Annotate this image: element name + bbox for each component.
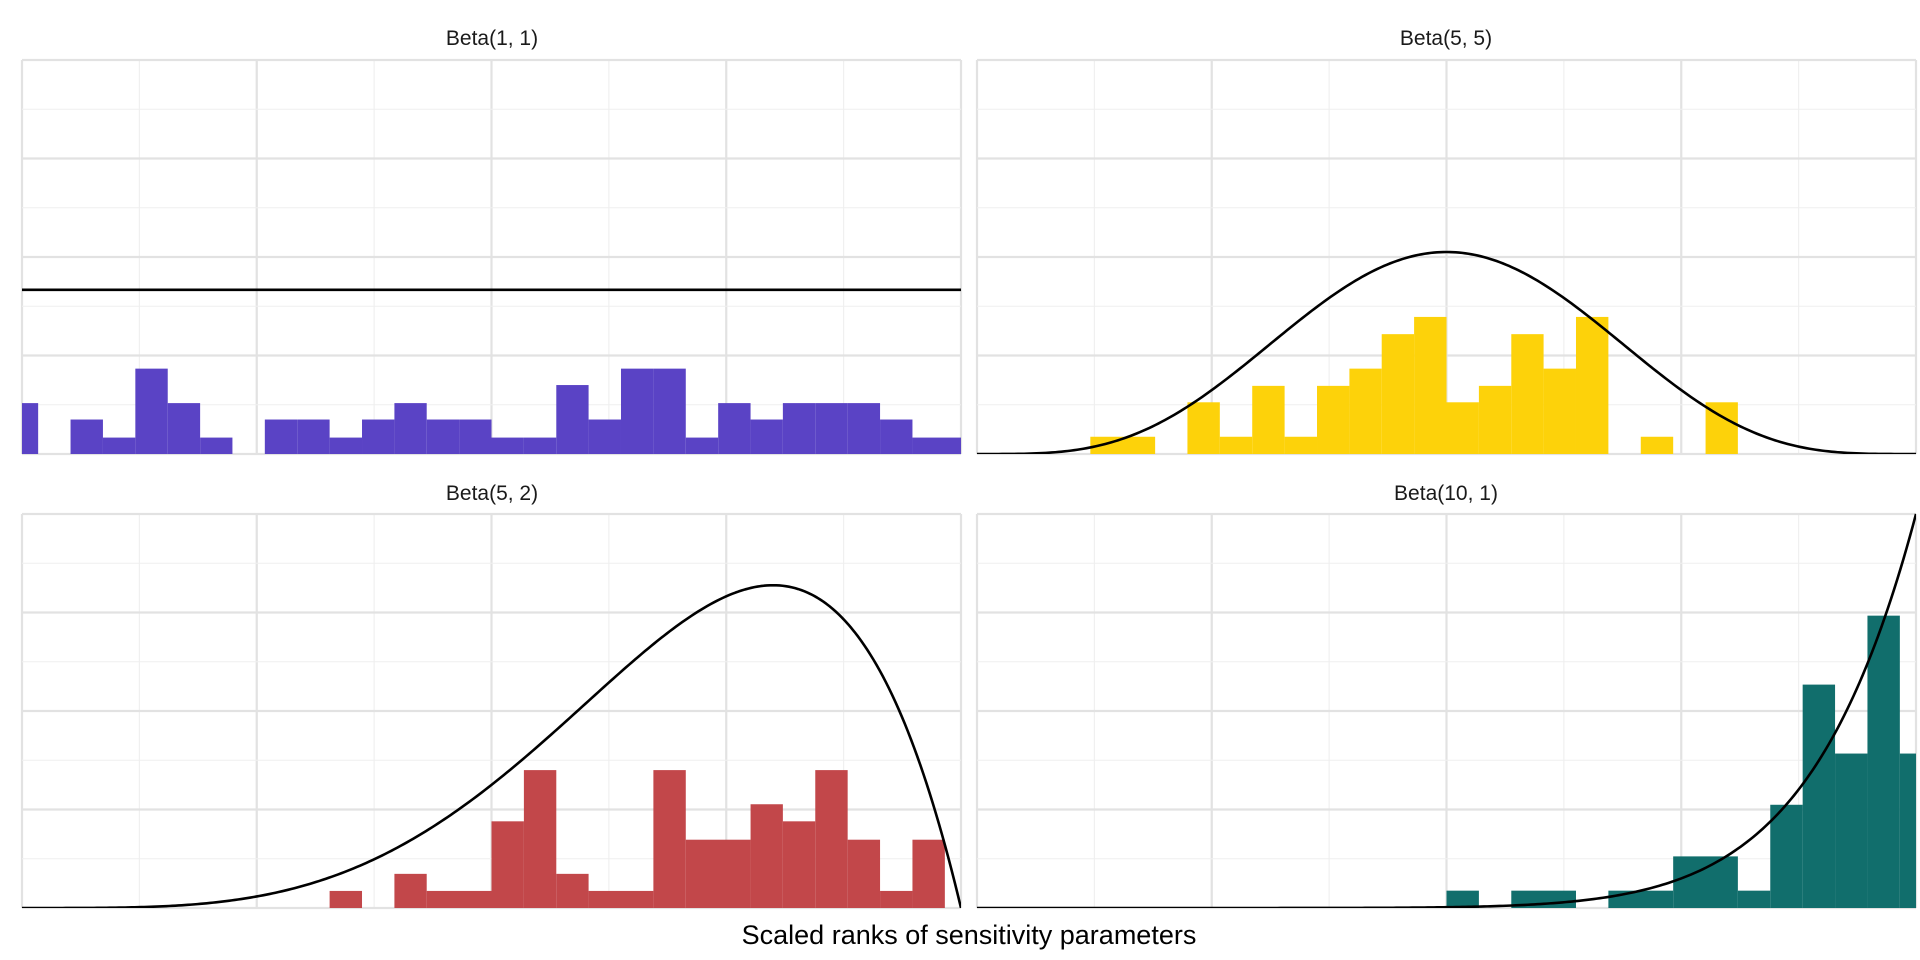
histogram-bar	[297, 419, 330, 454]
histogram-bar	[880, 419, 913, 454]
histogram-bar	[1414, 316, 1447, 454]
histogram-bar	[847, 839, 881, 908]
histogram-bar	[815, 770, 848, 908]
histogram-bar	[653, 368, 686, 454]
histogram-bar	[1737, 890, 1771, 908]
histogram-bar	[491, 437, 524, 454]
histogram-bar	[1835, 753, 1868, 908]
histogram-bar	[653, 770, 686, 908]
histogram-bar	[523, 437, 557, 454]
histogram-bar	[556, 873, 589, 908]
histogram-bar	[556, 385, 589, 454]
histogram-bar	[1608, 890, 1674, 908]
histogram-bar	[782, 821, 816, 908]
histogram-bar	[264, 419, 298, 454]
histogram-bar	[685, 437, 719, 454]
histogram-bar	[1187, 402, 1220, 454]
histogram-bar	[491, 821, 524, 908]
facet-title: Beta(5, 2)	[446, 482, 538, 505]
facet-title: Beta(5, 5)	[1400, 27, 1492, 50]
histogram-bar	[426, 890, 492, 908]
histogram-bar	[362, 419, 395, 454]
histogram-bar	[685, 839, 751, 908]
histogram-bar	[394, 403, 427, 454]
histogram-bar	[523, 770, 557, 908]
histogram-bar	[750, 804, 783, 908]
facet-panel-beta-5-2: Beta(5, 2)	[20, 482, 963, 910]
histogram-bar	[1575, 316, 1609, 454]
x-axis-label: Scaled ranks of sensitivity parameters	[742, 920, 1197, 950]
histogram-bar	[880, 890, 913, 908]
histogram-bar	[1511, 334, 1544, 454]
facet-title: Beta(10, 1)	[1394, 482, 1498, 505]
density-curve	[22, 583, 961, 908]
histogram-bar	[847, 403, 881, 454]
histogram-bar	[620, 368, 654, 454]
histogram-bar	[426, 419, 460, 454]
histogram-bar	[1867, 615, 1900, 908]
histogram-bar	[1219, 436, 1253, 454]
histogram-bar	[815, 403, 848, 454]
histogram-bar	[459, 419, 492, 454]
histogram-bar	[1349, 368, 1382, 454]
histogram-bar	[1478, 385, 1512, 454]
histogram-bar	[135, 368, 168, 454]
histogram-bar	[1802, 684, 1836, 908]
histogram-bar	[1899, 753, 1916, 908]
histogram-bar	[1381, 334, 1415, 454]
histogram-bar	[588, 419, 621, 454]
histogram-bar	[1317, 385, 1350, 454]
histogram-bar	[912, 437, 961, 454]
histogram-bar	[1446, 402, 1479, 454]
histogram-bar	[167, 403, 201, 454]
density-curve	[977, 250, 1916, 454]
histogram-bar	[1673, 856, 1738, 908]
histogram-bar	[1252, 385, 1285, 454]
facet-panel-beta-10-1: Beta(10, 1)	[975, 482, 1918, 910]
histogram-bar	[394, 873, 427, 908]
histogram-bar	[1446, 890, 1479, 908]
histogram-bar	[718, 403, 751, 454]
histogram-bar	[70, 419, 103, 454]
histogram-bar	[912, 839, 945, 908]
histogram-bar	[1090, 436, 1156, 454]
histogram-bar	[200, 437, 233, 454]
facet-panel-beta-5-5: Beta(5, 5)	[975, 27, 1918, 456]
facet-panel-beta-1-1: Beta(1, 1)	[20, 27, 963, 456]
histogram-bar	[1640, 436, 1674, 454]
histogram-bar	[1284, 436, 1318, 454]
histogram-bar	[329, 437, 363, 454]
histogram-bar	[22, 403, 39, 454]
histogram-bar	[750, 419, 783, 454]
histogram-bar	[782, 403, 816, 454]
histogram-bar	[1543, 368, 1576, 454]
histogram-bar	[1770, 804, 1803, 908]
density-curve	[977, 513, 1916, 908]
facet-title: Beta(1, 1)	[446, 27, 538, 50]
histogram-bar	[102, 437, 136, 454]
histogram-bar	[588, 890, 654, 908]
histogram-bar	[329, 890, 363, 908]
